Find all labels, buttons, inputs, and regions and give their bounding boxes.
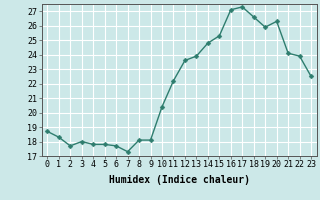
- X-axis label: Humidex (Indice chaleur): Humidex (Indice chaleur): [109, 175, 250, 185]
